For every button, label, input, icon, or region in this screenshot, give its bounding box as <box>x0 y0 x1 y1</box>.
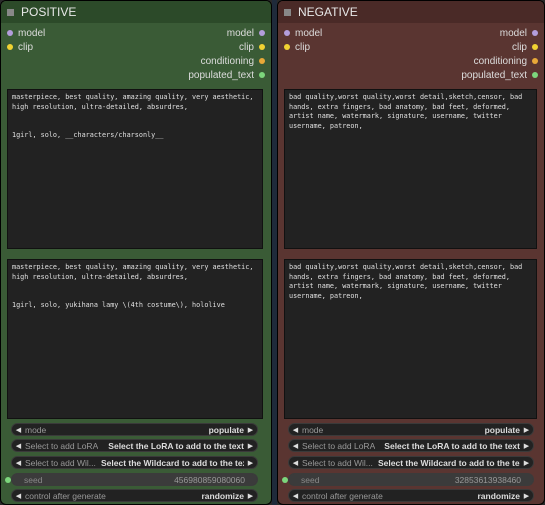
widget-label: mode <box>302 424 324 435</box>
slot-label: model <box>295 27 323 39</box>
widget-label: Select to add LoRA <box>25 440 99 451</box>
wildcard-select-combo[interactable]: ◀ Select to add Wil... Select the Wildca… <box>11 456 258 469</box>
slot-label: clip <box>295 41 311 53</box>
output-slot-conditioning[interactable]: conditioning <box>201 54 265 68</box>
right-arrow-icon[interactable]: ▶ <box>523 459 530 467</box>
right-arrow-icon[interactable]: ▶ <box>523 492 530 500</box>
clip-slot-dot-icon[interactable] <box>284 44 290 50</box>
output-slot-model[interactable]: model <box>227 26 265 40</box>
left-arrow-icon[interactable]: ◀ <box>292 492 299 500</box>
slot-label: model <box>499 27 527 39</box>
input-slot-model[interactable]: model <box>7 26 45 40</box>
lora-select-combo[interactable]: ◀ Select to add LoRA Select the LoRA to … <box>288 439 534 452</box>
output-slot-model[interactable]: model <box>500 26 538 40</box>
seed-input-dot-icon[interactable] <box>282 477 288 483</box>
right-arrow-icon[interactable]: ▶ <box>247 492 254 500</box>
clip-slot-dot-icon[interactable] <box>259 44 265 50</box>
wildcard-text-input[interactable]: masterpiece, best quality, amazing quali… <box>7 89 263 249</box>
node-title: POSITIVE <box>21 5 77 19</box>
widget-value: Select the LoRA to add to the text <box>384 440 520 451</box>
widget-label: seed <box>24 474 43 485</box>
slot-label: conditioning <box>473 55 527 67</box>
left-arrow-icon[interactable]: ◀ <box>292 442 299 450</box>
mode-combo[interactable]: ◀ mode populate ▶ <box>11 423 258 436</box>
left-arrow-icon[interactable]: ◀ <box>292 459 299 467</box>
conditioning-slot-dot-icon[interactable] <box>259 58 265 64</box>
canvas-gap <box>272 0 277 505</box>
positive-node[interactable]: POSITIVE model clip model clip condition… <box>0 0 272 505</box>
lora-select-combo[interactable]: ◀ Select to add LoRA Select the LoRA to … <box>11 439 258 452</box>
slot-label: model <box>18 27 46 39</box>
widget-label: mode <box>25 424 47 435</box>
collapse-toggle-icon[interactable] <box>284 8 291 16</box>
output-slot-clip[interactable]: clip <box>512 40 538 54</box>
widget-value: 32853613938460 <box>454 474 521 485</box>
model-slot-dot-icon[interactable] <box>7 30 13 36</box>
widget-value: populate <box>484 424 520 435</box>
right-arrow-icon[interactable]: ▶ <box>247 442 254 450</box>
slot-label: clip <box>511 41 527 53</box>
right-arrow-icon[interactable]: ▶ <box>523 442 530 450</box>
slot-label: model <box>226 27 254 39</box>
widget-label: control after generate <box>25 490 106 501</box>
left-arrow-icon[interactable]: ◀ <box>15 459 22 467</box>
collapse-toggle-icon[interactable] <box>7 8 14 16</box>
right-arrow-icon[interactable]: ▶ <box>247 426 254 434</box>
model-slot-dot-icon[interactable] <box>284 30 290 36</box>
output-slot-populated-text[interactable]: populated_text <box>188 68 265 82</box>
input-slot-model[interactable]: model <box>284 26 322 40</box>
input-slot-clip[interactable]: clip <box>7 40 33 54</box>
output-slot-clip[interactable]: clip <box>239 40 265 54</box>
widget-label: seed <box>301 474 320 485</box>
mode-combo[interactable]: ◀ mode populate ▶ <box>288 423 534 436</box>
widget-value: Select the Wildcard to add to the text <box>101 457 244 468</box>
negative-node[interactable]: NEGATIVE model clip model clip condition… <box>277 0 545 505</box>
right-arrow-icon[interactable]: ▶ <box>247 459 254 467</box>
widget-value: 456980859080060 <box>174 474 245 485</box>
widget-label: control after generate <box>302 490 383 501</box>
widget-label: Select to add LoRA <box>302 440 376 451</box>
left-arrow-icon[interactable]: ◀ <box>15 442 22 450</box>
conditioning-slot-dot-icon[interactable] <box>532 58 538 64</box>
slot-label: clip <box>18 41 34 53</box>
widget-value: Select the LoRA to add to the text <box>108 440 244 451</box>
left-arrow-icon[interactable]: ◀ <box>292 426 299 434</box>
widget-value: randomize <box>477 490 520 501</box>
slot-label: conditioning <box>200 55 254 67</box>
clip-slot-dot-icon[interactable] <box>7 44 13 50</box>
widget-value: Select the Wildcard to add to the text <box>378 457 520 468</box>
model-slot-dot-icon[interactable] <box>532 30 538 36</box>
populated-text-output[interactable]: masterpiece, best quality, amazing quali… <box>7 259 263 419</box>
output-slot-conditioning[interactable]: conditioning <box>474 54 538 68</box>
widget-label: Select to add Wil... <box>25 457 96 468</box>
wildcard-select-combo[interactable]: ◀ Select to add Wil... Select the Wildca… <box>288 456 534 469</box>
widget-label: Select to add Wil... <box>302 457 373 468</box>
populated-text-slot-dot-icon[interactable] <box>259 72 265 78</box>
left-arrow-icon[interactable]: ◀ <box>15 426 22 434</box>
slot-label: clip <box>238 41 254 53</box>
right-arrow-icon[interactable]: ▶ <box>523 426 530 434</box>
node-title: NEGATIVE <box>298 5 358 19</box>
slot-label: populated_text <box>188 69 254 81</box>
model-slot-dot-icon[interactable] <box>259 30 265 36</box>
input-slot-clip[interactable]: clip <box>284 40 310 54</box>
widget-value: populate <box>208 424 244 435</box>
populated-text-output[interactable]: bad quality,worst quality,worst detail,s… <box>284 259 537 419</box>
clip-slot-dot-icon[interactable] <box>532 44 538 50</box>
node-title-bar[interactable]: NEGATIVE <box>278 1 544 23</box>
slot-label: populated_text <box>461 69 527 81</box>
widget-value: randomize <box>201 490 244 501</box>
seed-input-dot-icon[interactable] <box>5 477 11 483</box>
output-slot-populated-text[interactable]: populated_text <box>461 68 538 82</box>
left-arrow-icon[interactable]: ◀ <box>15 492 22 500</box>
control-after-generate-combo[interactable]: ◀ control after generate randomize ▶ <box>288 489 534 502</box>
control-after-generate-combo[interactable]: ◀ control after generate randomize ▶ <box>11 489 258 502</box>
seed-input[interactable]: seed 32853613938460 <box>288 473 534 486</box>
node-title-bar[interactable]: POSITIVE <box>1 1 271 23</box>
seed-input[interactable]: seed 456980859080060 <box>11 473 258 486</box>
wildcard-text-input[interactable]: bad quality,worst quality,worst detail,s… <box>284 89 537 249</box>
populated-text-slot-dot-icon[interactable] <box>532 72 538 78</box>
